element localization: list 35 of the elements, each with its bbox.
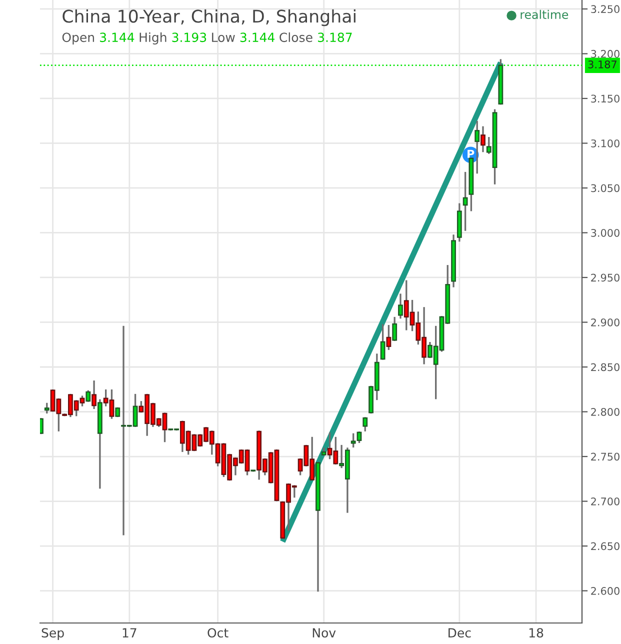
y-tick-label: 3.100 [591, 139, 620, 148]
candlestick [362, 417, 368, 432]
text: Open 3.144 High 3.193 Low 3.144 Close 3.187 [62, 32, 352, 44]
x-tick-label: Oct [208, 628, 228, 638]
y-tick-label: 2.700 [591, 497, 620, 506]
annotation: P [468, 150, 474, 158]
y-tick-label: 3.250 [591, 5, 620, 14]
candlestick [398, 294, 403, 319]
x-tick-label: 18 [529, 628, 544, 638]
candlestick [392, 316, 398, 341]
candlestick [474, 120, 480, 174]
candlestick [462, 172, 468, 231]
text: China 10-Year, China, D, Shanghai [62, 9, 356, 26]
y-tick-label: 2.900 [591, 318, 620, 326]
y-tick-label: 2.800 [591, 408, 620, 416]
y-tick-label: 2.950 [591, 274, 620, 282]
y-tick-label: 2.650 [591, 542, 620, 550]
y-tick-label: 2.750 [591, 452, 620, 461]
ref-line-label: 3.187 [588, 60, 616, 68]
x-tick-label: 17 [122, 628, 136, 638]
y-tick-label: 3.050 [591, 184, 620, 192]
x-tick-label: Sep [42, 628, 64, 640]
y-tick-label: 2.850 [591, 363, 620, 372]
y-tick-label: 3.150 [591, 94, 620, 103]
candlestick [380, 324, 386, 360]
candlestick [386, 324, 392, 350]
x-tick-label: Nov [312, 628, 336, 638]
candlestick [86, 390, 91, 402]
candlestick [92, 380, 96, 410]
x-tick-label: Dec [448, 628, 471, 638]
candlestick [480, 126, 486, 152]
y-tick-label: 2.600 [591, 587, 620, 595]
annotation: realtime [520, 10, 568, 19]
y-tick-label: 3.200 [591, 50, 620, 58]
y-tick-label: 3.000 [591, 228, 620, 237]
